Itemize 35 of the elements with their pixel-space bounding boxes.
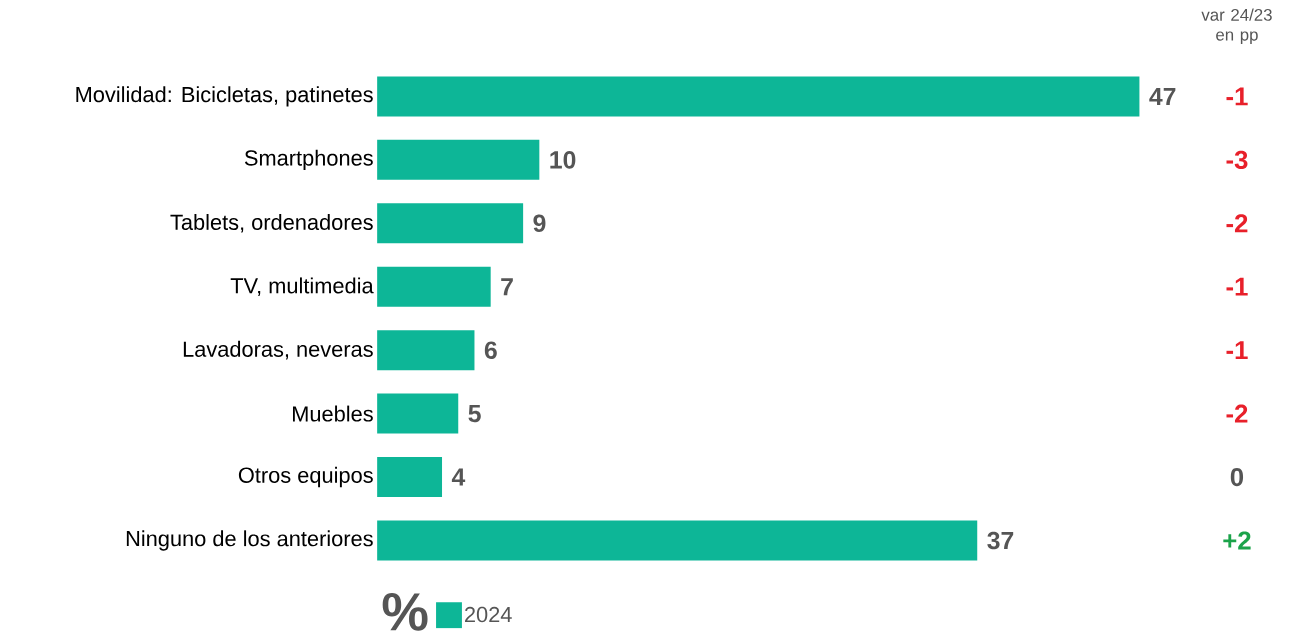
y-tick-label: Smartphones <box>244 149 373 171</box>
text: -2 <box>1226 404 1248 423</box>
data-label: 6 <box>484 341 497 359</box>
y-tick-label: Movilidad: Bicicletas, patinetes <box>76 86 373 107</box>
text: 0 <box>1230 467 1244 487</box>
data-label: 5 <box>468 405 481 423</box>
bar <box>377 520 978 561</box>
data-label: 4 <box>451 468 466 486</box>
y-tick-label: Otros equipos <box>238 466 373 488</box>
y-tick-label: Muebles <box>293 405 373 422</box>
x-axis-title: % <box>382 593 428 631</box>
bar <box>377 76 1140 117</box>
bar <box>377 266 491 307</box>
y-tick-label: Ninguno de los anteriores <box>126 530 373 551</box>
data-label: 37 <box>987 531 1014 550</box>
data-label: 7 <box>501 278 513 296</box>
y-tick-label: TV, multimedia <box>230 277 374 297</box>
bar <box>377 203 524 244</box>
text: -2 <box>1226 214 1248 233</box>
data-label: 10 <box>550 151 576 169</box>
data-label: 47 <box>1149 87 1176 105</box>
text: +2 <box>1223 531 1251 550</box>
data-label: 9 <box>533 214 546 233</box>
bar <box>377 139 540 180</box>
y-tick-label: Tablets, ordenadores <box>170 214 373 233</box>
bar <box>377 330 475 371</box>
text: -1 <box>1226 277 1248 296</box>
bar <box>377 457 443 498</box>
text: -3 <box>1226 150 1248 170</box>
text: -1 <box>1226 87 1248 106</box>
y-tick-label: Lavadoras, neveras <box>183 340 373 360</box>
text: var 24/23 en pp <box>1201 8 1272 45</box>
bar <box>377 393 459 434</box>
text: -1 <box>1226 341 1248 360</box>
legend-label: 2024 <box>465 606 512 623</box>
